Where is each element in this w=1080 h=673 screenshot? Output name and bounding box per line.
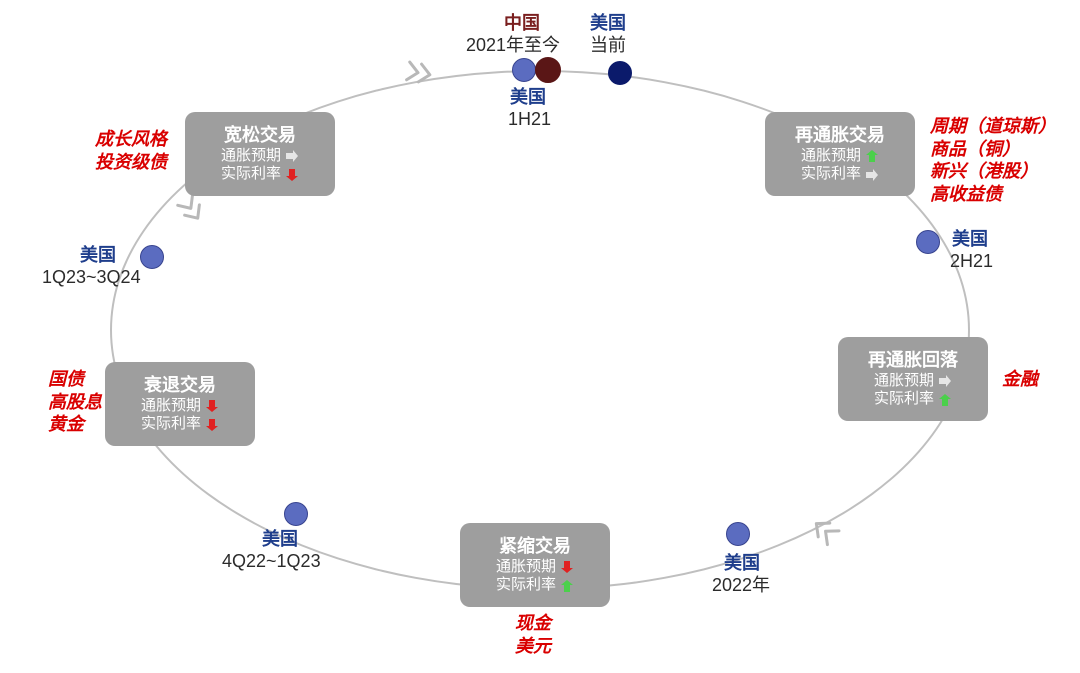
phase-row-label: 实际利率 (874, 390, 934, 409)
phase-row-label: 实际利率 (141, 415, 201, 434)
asset-line: 高收益债 (930, 183, 1056, 206)
label-china-top-b: 2021年至今 (466, 34, 560, 57)
phase-row-label: 通胀预期 (801, 147, 861, 166)
arrow-up-icon (560, 579, 574, 593)
phase-title: 宽松交易 (224, 124, 296, 147)
asset-line: 投资级债 (95, 151, 167, 174)
phase-row-label: 通胀预期 (141, 397, 201, 416)
asset-line: 周期（道琼斯） (930, 115, 1056, 138)
phase-box-tightening: 紧缩交易通胀预期实际利率 (460, 523, 610, 607)
phase-title: 再通胀回落 (868, 349, 958, 372)
phase-row: 通胀预期 (874, 372, 952, 391)
arrow-up-icon (938, 393, 952, 407)
arrow-right-icon (938, 374, 952, 388)
arrow-down-icon (205, 418, 219, 432)
phase-row-label: 通胀预期 (496, 558, 556, 577)
arrow-down-icon (285, 168, 299, 182)
label-us-now-b: 当前 (590, 34, 626, 57)
arrow-right-icon (285, 149, 299, 163)
label-china-top-a: 中国 (504, 12, 540, 35)
asset-note-asset-reflation: 周期（道琼斯）商品（铜）新兴（港股）高收益债 (930, 115, 1056, 205)
phase-box-reflation-fade: 再通胀回落通胀预期实际利率 (838, 337, 988, 421)
phase-row: 通胀预期 (221, 147, 299, 166)
phase-row-label: 通胀预期 (874, 372, 934, 391)
phase-row: 通胀预期 (141, 397, 219, 416)
label-us-2022-a: 美国 (724, 552, 760, 575)
asset-note-asset-easing: 成长风格投资级债 (95, 128, 167, 173)
label-us-1h21-b: 1H21 (508, 108, 551, 131)
marker-us-4q22 (284, 502, 308, 526)
phase-row: 实际利率 (221, 165, 299, 184)
asset-line: 金融 (1002, 368, 1038, 391)
phase-row: 通胀预期 (801, 147, 879, 166)
phase-row: 实际利率 (496, 576, 574, 595)
marker-us-now (608, 61, 632, 85)
label-us-2022-b: 2022年 (712, 574, 770, 597)
label-us-2h21-b: 2H21 (950, 250, 993, 273)
label-us-1h21-a: 美国 (510, 86, 546, 109)
label-us-4q22-a: 美国 (262, 528, 298, 551)
asset-line: 国债 (48, 368, 102, 391)
phase-title: 衰退交易 (144, 374, 216, 397)
asset-line: 商品（铜） (930, 138, 1056, 161)
asset-note-asset-recession: 国债高股息黄金 (48, 368, 102, 436)
phase-row-label: 实际利率 (496, 576, 556, 595)
label-us-4q22-b: 4Q22~1Q23 (222, 550, 321, 573)
cycle-diagram: 宽松交易通胀预期实际利率再通胀交易通胀预期实际利率再通胀回落通胀预期实际利率紧缩… (0, 0, 1080, 673)
arrow-up-icon (865, 149, 879, 163)
phase-row-label: 实际利率 (801, 165, 861, 184)
arrow-down-icon (560, 560, 574, 574)
asset-line: 现金 (515, 612, 551, 635)
arrow-right-icon (865, 168, 879, 182)
phase-box-recession: 衰退交易通胀预期实际利率 (105, 362, 255, 446)
asset-line: 高股息 (48, 391, 102, 414)
asset-line: 成长风格 (95, 128, 167, 151)
phase-row: 实际利率 (874, 390, 952, 409)
phase-box-easing: 宽松交易通胀预期实际利率 (185, 112, 335, 196)
asset-line: 美元 (515, 635, 551, 658)
asset-line: 新兴（港股） (930, 160, 1056, 183)
marker-china-now (535, 57, 561, 83)
phase-row-label: 实际利率 (221, 165, 281, 184)
arrow-down-icon (205, 399, 219, 413)
marker-us-1h21 (512, 58, 536, 82)
phase-title: 再通胀交易 (795, 124, 885, 147)
marker-us-2022 (726, 522, 750, 546)
phase-box-reflation: 再通胀交易通胀预期实际利率 (765, 112, 915, 196)
marker-us-2h21 (916, 230, 940, 254)
label-us-now-a: 美国 (590, 12, 626, 35)
asset-line: 黄金 (48, 413, 102, 436)
phase-row: 实际利率 (141, 415, 219, 434)
phase-row-label: 通胀预期 (221, 147, 281, 166)
phase-row: 通胀预期 (496, 558, 574, 577)
label-us-1q23-a: 美国 (80, 244, 116, 267)
label-us-1q23-b: 1Q23~3Q24 (42, 266, 141, 289)
marker-us-1q23 (140, 245, 164, 269)
phase-row: 实际利率 (801, 165, 879, 184)
asset-note-asset-fade: 金融 (1002, 368, 1038, 391)
asset-note-asset-tight: 现金美元 (515, 612, 551, 657)
phase-title: 紧缩交易 (499, 535, 571, 558)
label-us-2h21-a: 美国 (952, 228, 988, 251)
